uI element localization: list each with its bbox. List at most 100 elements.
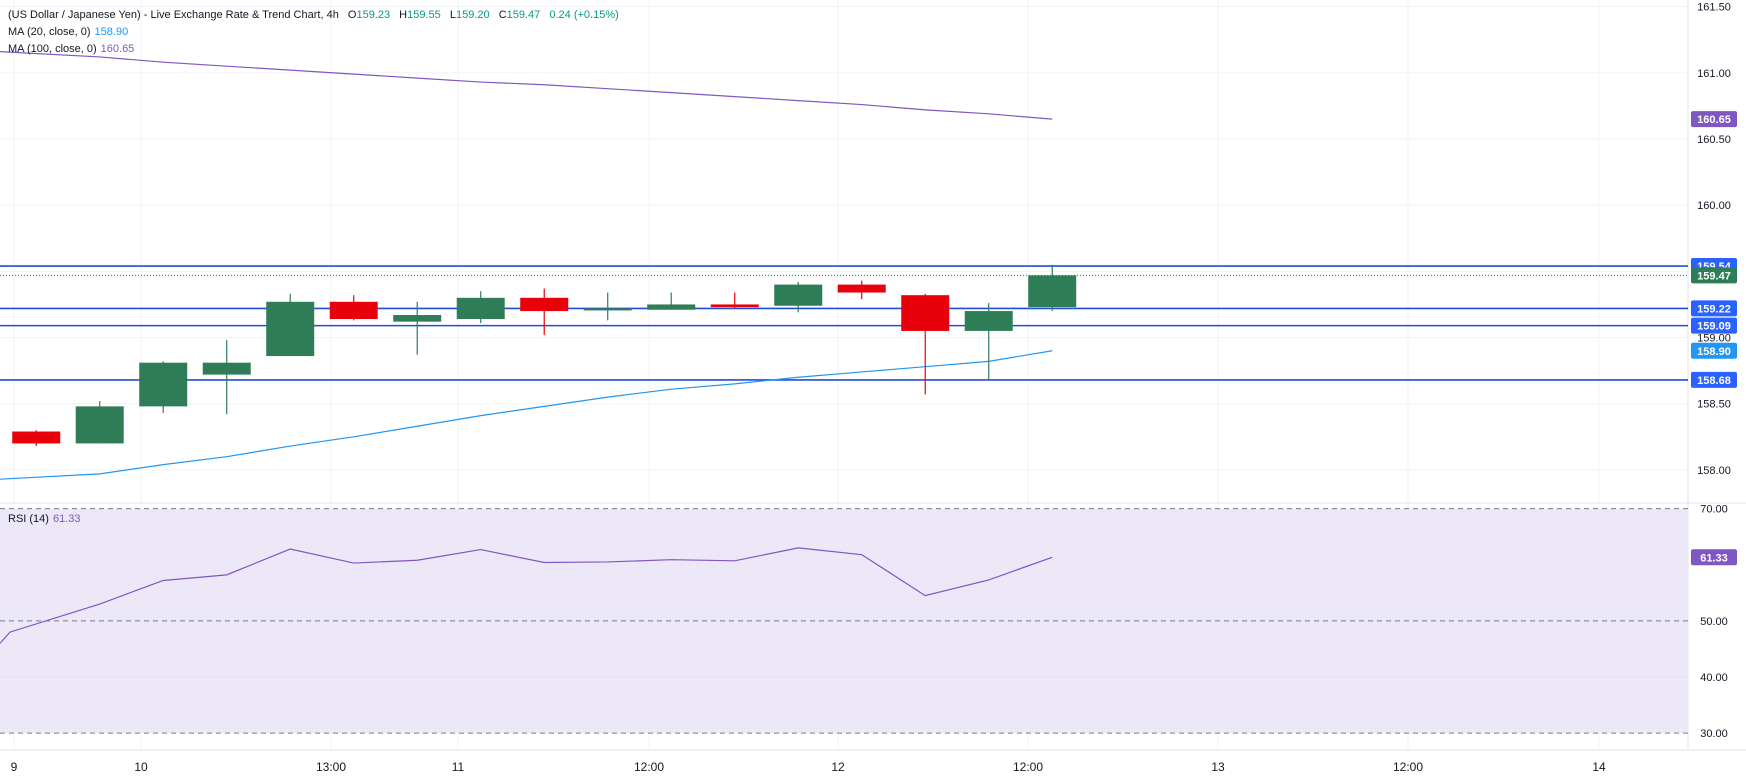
candle-body bbox=[710, 304, 759, 308]
close-value: 159.47 bbox=[506, 9, 541, 21]
rsi-label: RSI (14) bbox=[8, 513, 49, 525]
price-badge-text: 158.90 bbox=[1697, 346, 1731, 358]
change-value: 0.24 (+0.15%) bbox=[549, 9, 619, 21]
candle-up bbox=[139, 361, 188, 413]
price-tick-label: 158.00 bbox=[1697, 465, 1731, 477]
candle-down bbox=[710, 292, 759, 309]
candle-body bbox=[774, 284, 823, 306]
price-badge-bg bbox=[1691, 549, 1737, 566]
low-value: 159.20 bbox=[455, 9, 490, 21]
price-badge-text: 160.65 bbox=[1697, 114, 1731, 126]
rsi-tick-label: 50.00 bbox=[1700, 616, 1728, 628]
price-badge-text: 159.09 bbox=[1697, 321, 1731, 333]
candle-up bbox=[964, 303, 1013, 380]
candle-body bbox=[456, 297, 505, 320]
candle-down bbox=[329, 295, 378, 321]
rsi-series-line bbox=[0, 547, 1053, 644]
candle-body bbox=[12, 431, 61, 444]
symbol-legend: (US Dollar / Japanese Yen) - Live Exchan… bbox=[8, 9, 619, 21]
candle-up bbox=[202, 340, 251, 415]
price-badge-bg bbox=[1691, 371, 1737, 388]
ma20-value: 158.90 bbox=[94, 26, 129, 38]
price-labels: 160.65159.54159.47159.22159.09158.90158.… bbox=[1691, 111, 1737, 566]
interval-label: 4h bbox=[326, 9, 339, 21]
candle-up bbox=[1028, 264, 1077, 312]
horizontal-levels[interactable] bbox=[0, 265, 1688, 381]
price-badge: 159.09 bbox=[1691, 317, 1737, 334]
rsi-value: 61.33 bbox=[52, 513, 81, 525]
time-tick-label: 12:00 bbox=[1013, 760, 1043, 774]
candle-body bbox=[583, 308, 632, 311]
price-badge-bg bbox=[1691, 342, 1737, 359]
candle-up bbox=[456, 291, 505, 323]
ma20-line bbox=[0, 350, 1053, 480]
price-badge-text: 159.47 bbox=[1697, 270, 1731, 282]
time-tick-label: 12:00 bbox=[1393, 760, 1423, 774]
candle-body bbox=[329, 301, 378, 320]
price-badge-bg bbox=[1691, 300, 1737, 317]
candle-body bbox=[139, 362, 188, 407]
moving-averages bbox=[0, 51, 1053, 480]
price-badge-bg bbox=[1691, 267, 1737, 284]
time-tick-label: 12:00 bbox=[634, 760, 664, 774]
candle-up bbox=[583, 292, 632, 321]
candle-up bbox=[774, 281, 823, 313]
price-badge: 159.47 bbox=[1691, 267, 1737, 284]
low-key: L bbox=[449, 9, 456, 21]
candle-down bbox=[901, 293, 950, 395]
open-value: 159.23 bbox=[356, 9, 391, 21]
candle-body bbox=[520, 297, 569, 312]
price-tick-label: 160.00 bbox=[1697, 200, 1731, 212]
ma100-line bbox=[0, 51, 1053, 120]
candle-down bbox=[837, 280, 886, 300]
price-badge: 160.65 bbox=[1691, 111, 1737, 128]
candle-body bbox=[1028, 275, 1077, 308]
price-badge: 158.68 bbox=[1691, 371, 1737, 388]
ma20-label: MA (20, close, 0) bbox=[8, 26, 91, 38]
time-tick-label: 13:00 bbox=[316, 760, 346, 774]
candle-body bbox=[837, 284, 886, 293]
time-axis[interactable]: 9 10 13:00 11 12:00 12 12:00 13 12:00 14 bbox=[11, 760, 1606, 774]
price-badge: 159.22 bbox=[1691, 300, 1737, 317]
candle-body bbox=[75, 406, 124, 444]
rsi-tick-label: 70.00 bbox=[1700, 504, 1728, 516]
candle-body bbox=[964, 311, 1013, 331]
price-tick-label: 161.50 bbox=[1697, 2, 1731, 14]
candle-body bbox=[202, 362, 251, 375]
candle-body bbox=[901, 295, 950, 331]
ma100-value: 160.65 bbox=[100, 43, 135, 55]
price-tick-label: 160.50 bbox=[1697, 134, 1731, 146]
ma20-legend[interactable]: MA (20, close, 0) 158.90 bbox=[8, 25, 128, 39]
candle-body bbox=[393, 315, 442, 322]
rsi-legend[interactable]: RSI (14) 61.33 bbox=[8, 512, 81, 526]
high-value: 159.55 bbox=[407, 9, 441, 21]
rsi-tick-label: 30.00 bbox=[1700, 728, 1728, 740]
time-tick-label: 14 bbox=[1592, 760, 1606, 774]
candle-up bbox=[393, 301, 442, 355]
candle-up bbox=[75, 401, 124, 444]
price-tick-label: 158.50 bbox=[1697, 399, 1731, 411]
ma100-legend[interactable]: MA (100, close, 0) 160.65 bbox=[8, 42, 134, 56]
rsi-tick-label: 40.00 bbox=[1700, 672, 1728, 684]
rsi-badge: 61.33 bbox=[1691, 549, 1737, 566]
symbol-name: (US Dollar / Japanese Yen) - Live Exchan… bbox=[8, 9, 321, 21]
price-badge-bg bbox=[1691, 317, 1737, 334]
price-axis[interactable]: 158.00158.50159.00159.50160.00160.50161.… bbox=[1697, 2, 1731, 477]
price-badge-bg bbox=[1691, 111, 1737, 128]
price-tick-label: 161.00 bbox=[1697, 68, 1731, 80]
rsi-line bbox=[0, 547, 1053, 644]
price-badge-text: 61.33 bbox=[1700, 552, 1728, 564]
rsi-grid bbox=[0, 508, 1688, 734]
ma100-label: MA (100, close, 0) bbox=[8, 43, 97, 55]
rsi-axis[interactable]: 30.00 40.00 50.00 70.00 bbox=[1700, 504, 1728, 741]
candle-up bbox=[647, 292, 696, 310]
candle-down bbox=[12, 430, 61, 447]
candle-body bbox=[647, 304, 696, 310]
high-key: H bbox=[399, 9, 408, 21]
candle-body bbox=[266, 301, 315, 357]
candle-up bbox=[266, 293, 315, 357]
candles bbox=[12, 264, 1077, 447]
price-badge-text: 158.68 bbox=[1697, 375, 1731, 387]
time-tick-label: 10 bbox=[134, 760, 148, 774]
